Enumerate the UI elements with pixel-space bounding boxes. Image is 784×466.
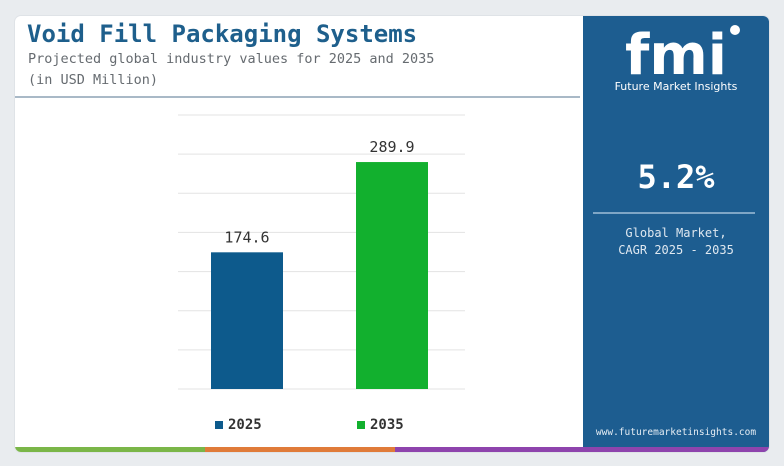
bar-chart: 174.6 289.9 [178,114,465,390]
insight-sidebar: fmi Future Market Insights 5.2% Global M… [583,16,769,452]
legend-item-2035: 2035 [357,417,404,433]
bar-2035 [356,162,428,389]
legend-label-2025: 2025 [228,417,262,433]
data-label-2035: 289.9 [369,138,414,156]
bottom-bar-green [15,447,205,452]
bottom-color-bar [15,447,769,452]
sidebar-divider [593,212,755,214]
subtitle-line-1: Projected global industry values for 202… [28,51,435,67]
cagr-label-line-1: Global Market, [625,226,727,240]
header-divider [15,96,580,98]
website-link[interactable]: www.futuremarketinsights.com [595,427,757,438]
chart-title: Void Fill Packaging Systems [27,20,418,48]
logo-caption: Future Market Insights [614,80,738,93]
bar-2025 [211,252,283,389]
legend-item-2025: 2025 [215,417,262,433]
bottom-bar-orange [205,447,395,452]
chart-subtitle: Projected global industry values for 202… [28,49,434,91]
cagr-value: 5.2% [637,158,715,196]
logo-swirl-icon [730,25,740,35]
legend-swatch-2025 [215,421,223,429]
subtitle-line-2: (in USD Million) [28,72,159,88]
bottom-bar-purple [395,447,769,452]
chart-card: Void Fill Packaging Systems Projected gl… [15,16,769,452]
cagr-label: Global Market, CAGR 2025 - 2035 [583,225,769,259]
fmi-logo-text: fmi [625,23,727,88]
data-label-2025: 174.6 [224,228,269,246]
legend-label-2035: 2035 [370,417,404,433]
legend-swatch-2035 [357,421,365,429]
cagr-label-line-2: CAGR 2025 - 2035 [618,243,734,257]
fmi-logo: fmi [625,23,740,88]
